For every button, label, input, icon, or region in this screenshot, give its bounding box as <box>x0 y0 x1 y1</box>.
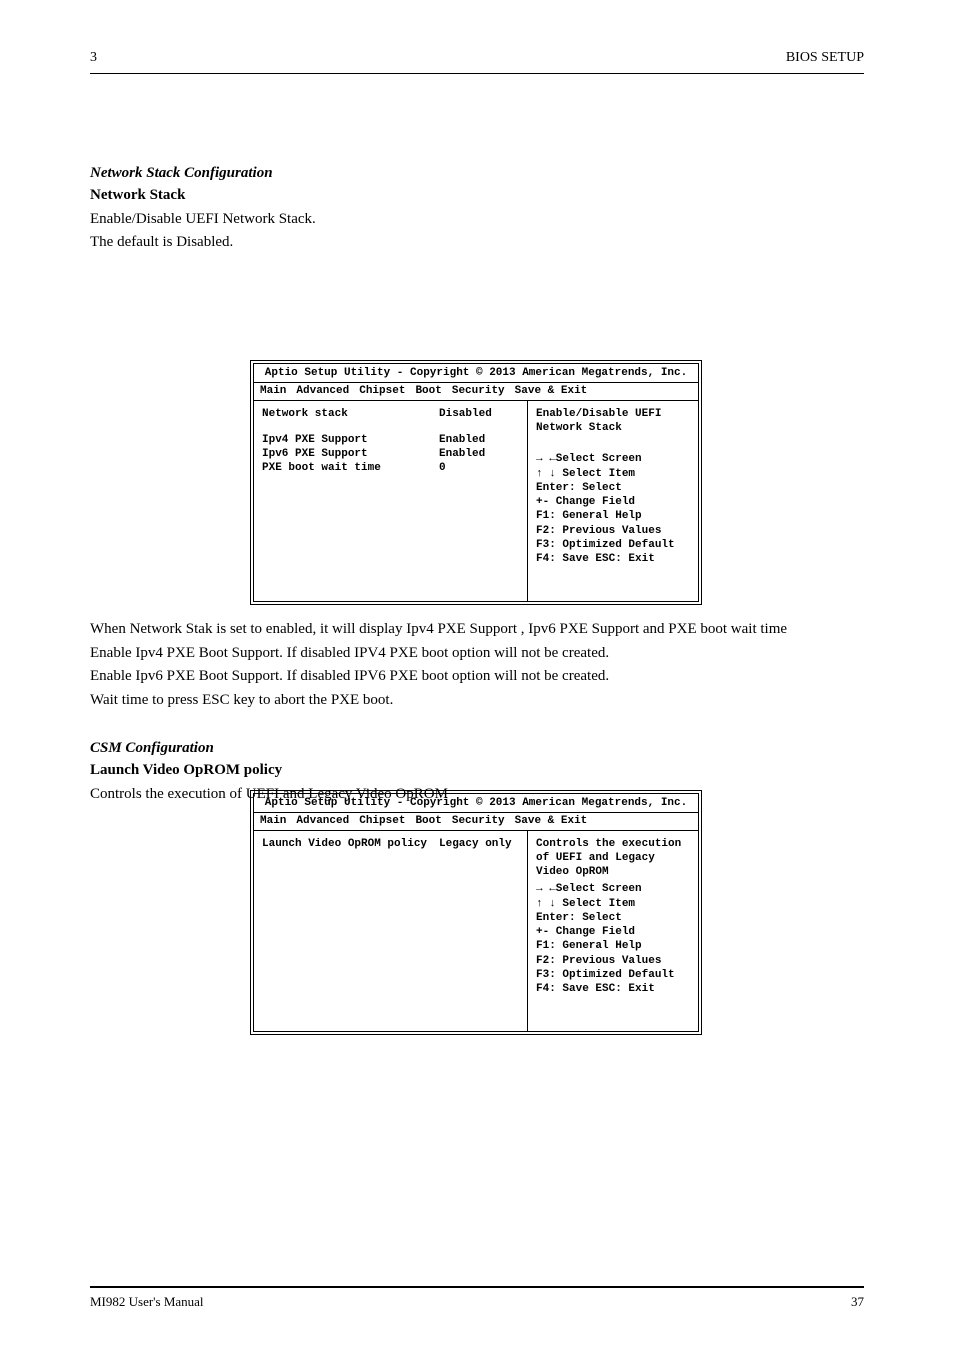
section1-line3: The default is Disabled. <box>90 233 864 253</box>
help-line: F3: Optimized Default <box>536 968 690 982</box>
section1-line1: Network Stack <box>90 187 185 203</box>
body-line: Wait time to press ESC key to abort the … <box>90 691 864 711</box>
footer-rule <box>90 1286 864 1288</box>
help-top-line: Controls the execution <box>536 837 690 851</box>
help-line: +- Change Field <box>536 495 690 509</box>
bios-box-1: Aptio Setup Utility - Copyright © 2013 A… <box>250 360 702 605</box>
tab-boot[interactable]: Boot <box>415 384 441 398</box>
bios1-row-0[interactable]: Network stack Disabled <box>262 407 519 421</box>
header-title: BIOS SETUP <box>786 50 864 66</box>
help-line: → ←Select Screen <box>536 452 690 466</box>
tab-main[interactable]: Main <box>260 384 286 398</box>
help-top: Enable/Disable UEFI Network Stack <box>536 407 690 436</box>
bios2-row-0[interactable]: Launch Video OpROM policy Legacy only <box>262 837 519 851</box>
section1-title: Network Stack Configuration <box>90 165 864 182</box>
bios1-row-1[interactable]: Ipv4 PXE Support Enabled <box>262 433 519 447</box>
bios1-row-2[interactable]: Ipv6 PXE Support Enabled <box>262 447 519 461</box>
header-chapter: 3 <box>90 50 97 66</box>
help-line: Enter: Select <box>536 911 690 925</box>
row-label: Network stack <box>262 407 439 421</box>
section1-body: When Network Stak is set to enabled, it … <box>90 620 864 714</box>
tab-save-exit[interactable]: Save & Exit <box>515 384 588 398</box>
bios1-row-3[interactable]: PXE boot wait time 0 <box>262 461 519 475</box>
tab-security[interactable]: Security <box>452 384 505 398</box>
help-line: +- Change Field <box>536 925 690 939</box>
help-top-line: of UEFI and Legacy <box>536 851 690 865</box>
tab-chipset[interactable]: Chipset <box>359 384 405 398</box>
help-line: F1: General Help <box>536 939 690 953</box>
bios1-tabs: Main Advanced Chipset Boot Security Save… <box>254 383 698 400</box>
section2-line1: Launch Video OpROM policy <box>90 762 282 778</box>
row-value: Disabled <box>439 407 519 421</box>
bios2-tabs: Main Advanced Chipset Boot Security Save… <box>254 813 698 830</box>
body-line: Enable Ipv6 PXE Boot Support. If disable… <box>90 667 864 687</box>
row-value: Legacy only <box>439 837 519 851</box>
body-line: Enable Ipv4 PXE Boot Support. If disable… <box>90 644 864 664</box>
tab-advanced[interactable]: Advanced <box>296 384 349 398</box>
help-line: F3: Optimized Default <box>536 538 690 552</box>
tab-main[interactable]: Main <box>260 814 286 828</box>
tab-advanced[interactable]: Advanced <box>296 814 349 828</box>
page-container: 3 BIOS SETUP Network Stack Configuration… <box>90 0 864 1350</box>
tab-chipset[interactable]: Chipset <box>359 814 405 828</box>
row-value: 0 <box>439 461 519 475</box>
body-line: When Network Stak is set to enabled, it … <box>90 620 864 640</box>
bios1-left-pane: Network stack Disabled Ipv4 PXE Support … <box>254 401 528 601</box>
help-line: ↑ ↓ Select Item <box>536 467 690 481</box>
help-line: ↑ ↓ Select Item <box>536 897 690 911</box>
bios1-title: Aptio Setup Utility - Copyright © 2013 A… <box>254 364 698 383</box>
help-line: F4: Save ESC: Exit <box>536 982 690 996</box>
help-line: F4: Save ESC: Exit <box>536 552 690 566</box>
section-network-stack: Network Stack Configuration Network Stac… <box>90 165 864 257</box>
help-top-line: Network Stack <box>536 421 690 435</box>
bios2-right-pane: Controls the execution of UEFI and Legac… <box>528 831 698 1031</box>
tab-security[interactable]: Security <box>452 814 505 828</box>
section1-line2: Enable/Disable UEFI Network Stack. <box>90 210 864 230</box>
footer-manual: MI982 User's Manual <box>90 1294 204 1310</box>
help-line: Enter: Select <box>536 481 690 495</box>
help-top-line: Enable/Disable UEFI <box>536 407 690 421</box>
help-line: F2: Previous Values <box>536 524 690 538</box>
row-value: Enabled <box>439 433 519 447</box>
help-top-line: Video OpROM <box>536 865 690 879</box>
tab-save-exit[interactable]: Save & Exit <box>515 814 588 828</box>
bios2-title: Aptio Setup Utility - Copyright © 2013 A… <box>254 794 698 813</box>
help-line: F1: General Help <box>536 509 690 523</box>
row-label: Ipv6 PXE Support <box>262 447 439 461</box>
header-rule <box>90 73 864 74</box>
bios1-help-keys: → ←Select Screen ↑ ↓ Select Item Enter: … <box>536 452 690 566</box>
footer-page: 37 <box>851 1294 864 1310</box>
help-line: F2: Previous Values <box>536 954 690 968</box>
section1-intro: Network Stack Enable/Disable UEFI Networ… <box>90 186 864 253</box>
row-value: Enabled <box>439 447 519 461</box>
help-line: → ←Select Screen <box>536 882 690 896</box>
bios1-right-pane: Enable/Disable UEFI Network Stack → ←Sel… <box>528 401 698 601</box>
row-label: Ipv4 PXE Support <box>262 433 439 447</box>
row-label: PXE boot wait time <box>262 461 439 475</box>
tab-boot[interactable]: Boot <box>415 814 441 828</box>
bios2-help-keys: → ←Select Screen ↑ ↓ Select Item Enter: … <box>536 882 690 996</box>
row-label: Launch Video OpROM policy <box>262 837 439 851</box>
bios-box-2: Aptio Setup Utility - Copyright © 2013 A… <box>250 790 702 1035</box>
help-top: Controls the execution of UEFI and Legac… <box>536 837 690 880</box>
bios2-left-pane: Launch Video OpROM policy Legacy only <box>254 831 528 1031</box>
section2-title: CSM Configuration <box>90 740 864 757</box>
